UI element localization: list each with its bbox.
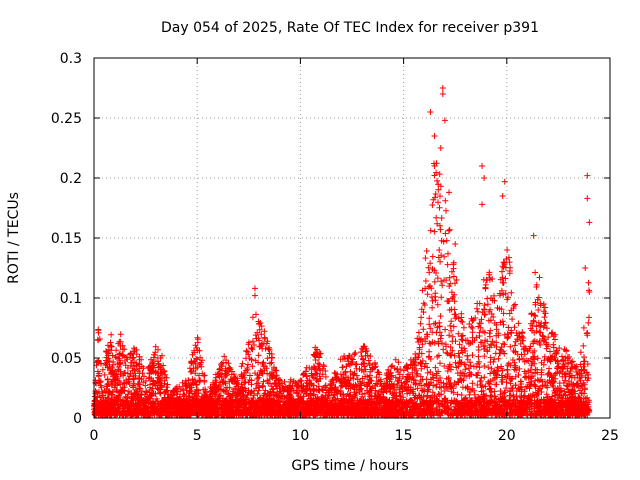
roti-point <box>439 85 446 91</box>
roti-point <box>586 289 593 295</box>
roti-point <box>439 91 446 97</box>
x-tick-label: 20 <box>498 428 516 444</box>
x-tick-label: 5 <box>193 428 202 444</box>
y-axis-label: ROTI / TECUs <box>6 192 22 284</box>
roti-point <box>501 178 508 185</box>
roti-point <box>441 117 448 124</box>
y-tick-label: 0.3 <box>60 51 82 67</box>
roti-point <box>452 241 459 247</box>
roti-point <box>582 265 589 271</box>
roti-point <box>584 195 591 202</box>
y-tick-label: 0 <box>73 411 82 427</box>
roti-point <box>586 219 593 226</box>
roti-point <box>427 109 434 115</box>
y-tick-label: 0.2 <box>60 171 82 187</box>
y-tick-label: 0.25 <box>51 111 82 127</box>
x-tick-label: 0 <box>90 428 99 444</box>
roti-point <box>431 133 438 139</box>
roti-point <box>431 163 438 169</box>
y-tick-label: 0.1 <box>60 291 82 307</box>
y-tick-label: 0.15 <box>51 231 82 247</box>
x-tick-label: 10 <box>291 428 309 444</box>
y-axis-ticks: 0 0.05 0.1 0.15 0.2 0.25 0.3 <box>51 51 610 427</box>
roti-point-cloud <box>91 160 593 419</box>
roti-point <box>446 189 453 196</box>
y-tick-label: 0.05 <box>51 351 82 367</box>
roti-point <box>251 292 258 299</box>
roti-point <box>249 314 256 321</box>
roti-point <box>530 232 537 239</box>
chart-title: Day 054 of 2025, Rate Of TEC Index for r… <box>161 20 539 36</box>
roti-point <box>479 163 486 169</box>
data-points <box>91 85 593 419</box>
x-axis-ticks: 0 5 10 15 20 25 <box>90 58 619 444</box>
roti-point <box>479 201 486 208</box>
roti-point <box>481 175 488 181</box>
roti-point <box>584 172 591 179</box>
x-tick-label: 15 <box>395 428 413 444</box>
x-tick-label: 25 <box>601 428 619 444</box>
roti-point <box>437 145 444 151</box>
roti-point <box>499 193 506 199</box>
roti-point <box>251 285 258 292</box>
x-axis-label: GPS time / hours <box>291 458 408 474</box>
